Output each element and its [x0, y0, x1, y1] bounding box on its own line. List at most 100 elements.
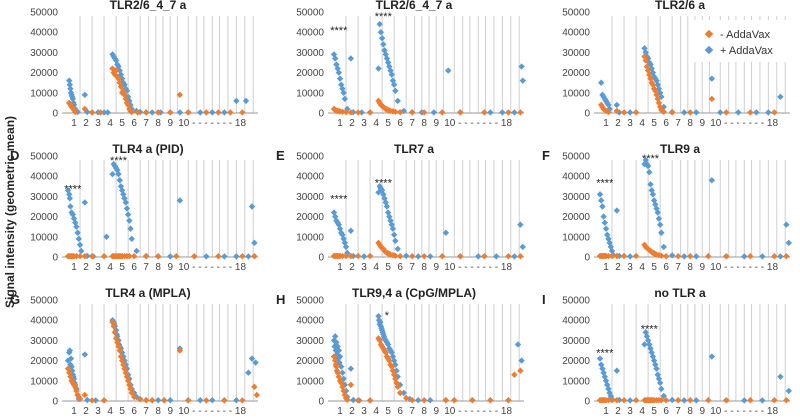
point-plus-addavax: [342, 243, 350, 251]
point-minus-addavax: [366, 109, 374, 116]
point-minus-addavax: [126, 252, 133, 260]
point-minus-addavax: [100, 252, 108, 260]
point-minus-addavax: [771, 109, 778, 116]
point-plus-addavax: [649, 353, 657, 360]
y-tick-label: 20000: [296, 212, 324, 223]
point-minus-addavax: [130, 252, 138, 260]
point-plus-addavax: [197, 109, 204, 116]
point-minus-addavax: [333, 363, 340, 370]
point-plus-addavax: [377, 319, 384, 326]
point-minus-addavax: [72, 108, 79, 116]
point-minus-addavax: [251, 383, 258, 391]
x-tick-label: 2: [615, 118, 621, 129]
y-tick-label: 50000: [562, 8, 590, 19]
point-minus-addavax: [644, 67, 652, 74]
point-plus-addavax: [242, 97, 250, 105]
point-plus-addavax: [70, 101, 78, 109]
significance-marker: ****: [330, 25, 348, 37]
x-tick-label: 8: [687, 262, 693, 273]
point-plus-addavax: [393, 367, 400, 374]
point-plus-addavax: [765, 109, 772, 116]
x-tick-label: 7: [409, 406, 415, 417]
point-minus-addavax: [239, 252, 246, 260]
y-tick-label: 10000: [296, 88, 324, 99]
y-tick-label: 40000: [562, 172, 590, 183]
x-tick-label: 5: [651, 406, 657, 417]
x-tick-label: 7: [143, 406, 149, 417]
point-plus-addavax: [654, 209, 661, 216]
point-plus-addavax: [336, 353, 344, 360]
point-plus-addavax: [658, 385, 665, 393]
x-tick-label: 7: [143, 262, 149, 273]
point-minus-addavax: [420, 109, 428, 116]
y-tick-label: 30000: [562, 48, 590, 59]
x-tick-label: 9: [167, 118, 173, 129]
point-plus-addavax: [402, 252, 410, 259]
x-tick-label: 1: [71, 118, 77, 129]
point-minus-addavax: [81, 252, 89, 260]
point-plus-addavax: [392, 87, 399, 94]
y-tick-label: 20000: [30, 356, 58, 367]
point-plus-addavax: [427, 396, 434, 404]
point-minus-addavax: [439, 252, 446, 260]
point-minus-addavax: [97, 109, 104, 116]
point-plus-addavax: [649, 191, 657, 198]
point-plus-addavax: [383, 203, 391, 210]
significance-marker: ****: [110, 155, 128, 167]
point-minus-addavax: [654, 95, 661, 103]
y-tick-label: 10000: [30, 376, 58, 387]
point-minus-addavax: [124, 101, 132, 109]
point-minus-addavax: [747, 109, 754, 116]
x-tick-label: 9: [699, 118, 705, 129]
point-plus-addavax: [656, 379, 664, 387]
point-plus-addavax: [708, 353, 716, 360]
x-tick-label: 5: [119, 118, 125, 129]
point-minus-addavax: [342, 108, 350, 116]
point-plus-addavax: [339, 231, 346, 238]
y-tick-label: 40000: [296, 28, 324, 39]
point-minus-addavax: [658, 106, 665, 114]
point-minus-addavax: [457, 252, 464, 260]
point-plus-addavax: [753, 109, 760, 116]
panel-title: TLR2/6 a: [655, 0, 705, 12]
point-plus-addavax: [358, 109, 365, 116]
panel-F: F TLR9 a 0 10000 20000 30000 40000 50000 1 2 3 4 5 6 7…: [542, 142, 792, 273]
x-tick-label: 4: [373, 118, 379, 129]
point-minus-addavax: [656, 103, 664, 111]
point-plus-addavax: [375, 65, 382, 72]
point-plus-addavax: [233, 396, 240, 404]
point-plus-addavax: [642, 49, 649, 56]
point-plus-addavax: [613, 207, 621, 214]
x-tick-label: 9: [699, 406, 705, 417]
x-tick-label: 6: [131, 118, 137, 129]
x-tick-label: 2: [83, 406, 89, 417]
point-plus-addavax: [511, 253, 518, 260]
point-plus-addavax: [783, 221, 790, 228]
point-plus-addavax: [221, 109, 228, 116]
point-minus-addavax: [650, 85, 658, 92]
significance-marker: ****: [375, 11, 393, 23]
x-tick-label: 8: [421, 262, 427, 273]
point-minus-addavax: [517, 367, 524, 374]
x-tick-label: 7: [675, 262, 681, 273]
point-plus-addavax: [338, 363, 345, 370]
point-plus-addavax: [646, 168, 653, 176]
point-minus-addavax: [76, 252, 84, 260]
point-plus-addavax: [777, 93, 784, 101]
y-tick-label: 30000: [296, 336, 324, 347]
point-minus-addavax: [136, 396, 144, 403]
point-plus-addavax: [233, 253, 240, 260]
point-plus-addavax: [606, 239, 613, 247]
point-plus-addavax: [647, 61, 654, 68]
point-plus-addavax: [81, 351, 89, 358]
point-minus-addavax: [66, 369, 73, 376]
x-tick-label: 5: [385, 262, 391, 273]
x-tick-label: 3: [95, 262, 101, 273]
point-plus-addavax: [334, 219, 341, 226]
point-minus-addavax: [142, 109, 150, 116]
significance-marker: ****: [641, 323, 659, 335]
panel-letter: D: [10, 148, 19, 163]
point-minus-addavax: [402, 394, 410, 402]
point-plus-addavax: [112, 164, 120, 172]
point-plus-addavax: [741, 397, 748, 404]
